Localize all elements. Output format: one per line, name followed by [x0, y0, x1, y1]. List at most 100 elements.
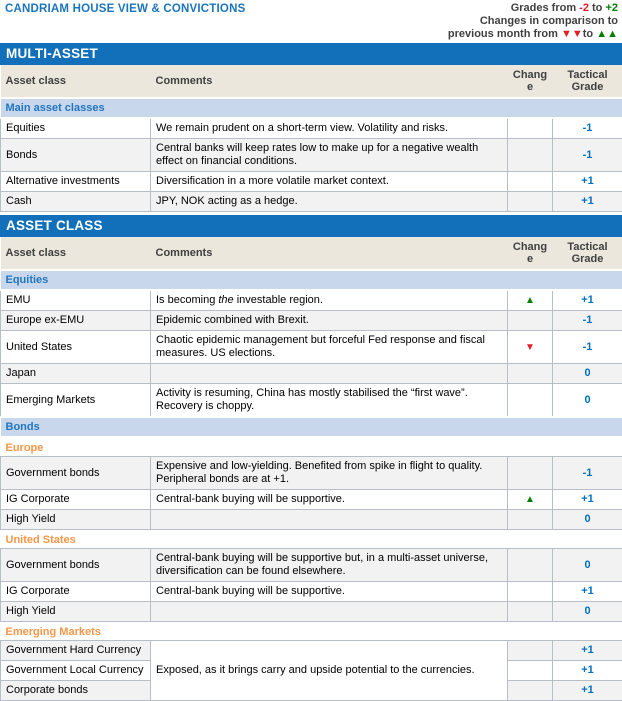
asset-class-cell: High Yield: [1, 510, 151, 530]
comment-cell: Diversification in a more volatile marke…: [151, 172, 508, 192]
change-cell: [508, 139, 553, 172]
asset-class-cell: Europe ex-EMU: [1, 311, 151, 331]
comment-cell: JPY, NOK acting as a hedge.: [151, 192, 508, 212]
grades-legend: Grades from -2 to +2 Changes in comparis…: [448, 2, 618, 41]
subsection-label: Emerging Markets: [1, 622, 622, 641]
change-up-icon: ▲: [525, 295, 535, 306]
tactical-grade-cell: 0: [553, 364, 622, 384]
change-down-icon: ▼: [525, 342, 535, 353]
comment-cell: Expensive and low-yielding. Benefited fr…: [151, 457, 508, 490]
comment-cell: Central banks will keep rates low to mak…: [151, 139, 508, 172]
change-cell: [508, 510, 553, 530]
tactical-grade-cell: +1: [553, 582, 622, 602]
comment-emphasis: the: [218, 294, 233, 306]
tactical-grade-cell: +1: [553, 192, 622, 212]
table-row: High Yield 0: [1, 510, 622, 530]
subsection-label: Main asset classes: [1, 98, 622, 118]
section-banner: ASSET CLASS: [0, 215, 622, 237]
legend-arrows-prefix: previous month from: [448, 28, 561, 40]
tactical-grade-cell: -1: [553, 118, 622, 139]
comment-cell: Activity is resuming, China has mostly s…: [151, 384, 508, 418]
subsection-label: Europe: [1, 437, 622, 457]
page-header: CANDRIAM HOUSE VIEW & CONVICTIONS Grades…: [0, 0, 622, 40]
col-header-asset-class: Asset class: [1, 237, 151, 270]
tactical-grade-cell: 0: [553, 602, 622, 622]
asset-class-cell: Alternative investments: [1, 172, 151, 192]
subsection-header-orange: Europe: [1, 437, 622, 457]
change-cell: [508, 582, 553, 602]
legend-line-changes: Changes in comparison to: [448, 15, 618, 28]
asset-class-cell: Government Hard Currency: [1, 641, 151, 661]
tactical-grade-cell: -1: [553, 457, 622, 490]
change-cell: [508, 681, 553, 701]
comment-cell: Exposed, as it brings carry and upside p…: [151, 641, 508, 701]
asset-class-cell: IG Corporate: [1, 582, 151, 602]
tactical-grade-cell: +1: [553, 681, 622, 701]
asset-class-cell: Government bonds: [1, 549, 151, 582]
asset-class-cell: Corporate bonds: [1, 681, 151, 701]
section-banner: MULTI-ASSET: [0, 43, 622, 65]
change-cell: [508, 172, 553, 192]
comment-cell: [151, 364, 508, 384]
subsection-header-blue: Equities: [1, 270, 622, 290]
subsection-label: Equities: [1, 270, 622, 290]
asset-class-cell: Equities: [1, 118, 151, 139]
comment-cell: Central-bank buying will be supportive b…: [151, 549, 508, 582]
col-header-change: Change: [508, 65, 553, 98]
comment-cell: Central-bank buying will be supportive.: [151, 490, 508, 510]
asset-class-cell: IG Corporate: [1, 490, 151, 510]
asset-class-cell: High Yield: [1, 602, 151, 622]
tactical-grade-cell: 0: [553, 384, 622, 418]
comment-cell: Central-bank buying will be supportive.: [151, 582, 508, 602]
asset-class-cell: Bonds: [1, 139, 151, 172]
tactical-grade-cell: +1: [553, 290, 622, 311]
asset-class-cell: Government Local Currency: [1, 661, 151, 681]
table-row: High Yield 0: [1, 602, 622, 622]
comment-cell: Chaotic epidemic management but forceful…: [151, 331, 508, 364]
comment-cell: We remain prudent on a short-term view. …: [151, 118, 508, 139]
tactical-grade-cell: +1: [553, 641, 622, 661]
legend-line-arrows: previous month from ▼▼to ▲▲: [448, 28, 618, 41]
tactical-grade-cell: -1: [553, 331, 622, 364]
subsection-header-blue: Bonds: [1, 417, 622, 437]
legend-grades-mid: to: [589, 2, 606, 14]
double-up-arrows-icon: ▲▲: [596, 28, 618, 40]
subsection-header-blue: Main asset classes: [1, 98, 622, 118]
change-cell: ▼: [508, 331, 553, 364]
asset-class-cell: United States: [1, 331, 151, 364]
change-up-icon: ▲: [525, 494, 535, 505]
asset-class-cell: Government bonds: [1, 457, 151, 490]
table-row: Japan 0: [1, 364, 622, 384]
tactical-grade-cell: -1: [553, 311, 622, 331]
col-header-change: Change: [508, 237, 553, 270]
tactical-grade-cell: 0: [553, 510, 622, 530]
change-cell: [508, 311, 553, 331]
subsection-header-orange: Emerging Markets: [1, 622, 622, 641]
change-cell: [508, 192, 553, 212]
comment-cell: [151, 510, 508, 530]
change-cell: [508, 549, 553, 582]
asset-class-cell: Japan: [1, 364, 151, 384]
comment-cell: Is becoming the investable region.: [151, 290, 508, 311]
tactical-grade-cell: 0: [553, 549, 622, 582]
change-cell: [508, 457, 553, 490]
change-cell: [508, 384, 553, 418]
tactical-grade-cell: -1: [553, 139, 622, 172]
change-cell: [508, 364, 553, 384]
